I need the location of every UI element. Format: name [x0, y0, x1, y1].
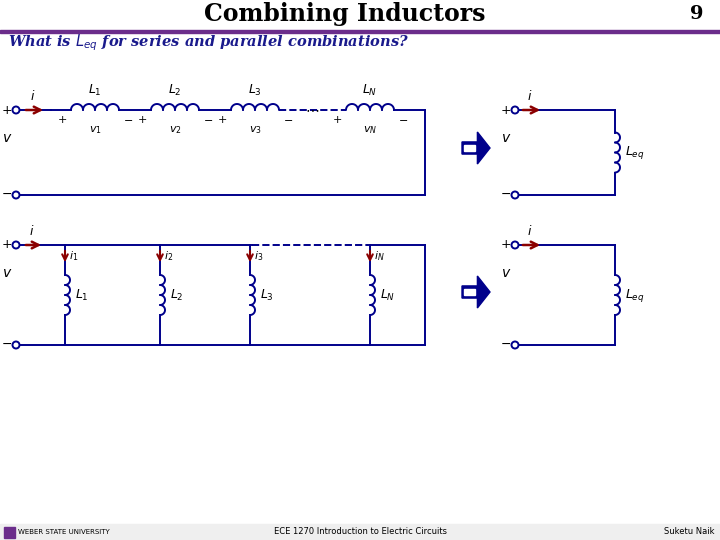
Text: $i_N$: $i_N$ — [374, 249, 384, 264]
Bar — [0, 30, 720, 33]
Text: $L_3$: $L_3$ — [260, 287, 274, 302]
Text: $+$: $+$ — [1, 239, 12, 252]
Text: $-$: $-$ — [1, 186, 12, 199]
Circle shape — [12, 106, 19, 113]
Text: $v_1$: $v_1$ — [89, 124, 102, 136]
Text: Combining Inductors: Combining Inductors — [204, 2, 486, 26]
Text: $-$: $-$ — [500, 336, 511, 349]
Text: $L_N$: $L_N$ — [380, 287, 395, 302]
Text: $+$: $+$ — [500, 104, 511, 117]
Text: $+$: $+$ — [332, 114, 342, 125]
Text: $L_1$: $L_1$ — [75, 287, 89, 302]
Circle shape — [511, 341, 518, 348]
Text: $i$: $i$ — [30, 224, 35, 238]
Text: $+$: $+$ — [137, 114, 147, 125]
Text: $L_3$: $L_3$ — [248, 83, 262, 98]
Text: Suketu Naik: Suketu Naik — [664, 528, 714, 537]
Text: $+$: $+$ — [57, 114, 67, 125]
Text: 9: 9 — [690, 5, 703, 23]
Text: $L_{eq}$: $L_{eq}$ — [625, 287, 644, 303]
Text: WEBER STATE UNIVERSITY: WEBER STATE UNIVERSITY — [18, 529, 109, 535]
Circle shape — [511, 106, 518, 113]
Bar — [464, 289, 475, 295]
Text: $v$: $v$ — [500, 131, 511, 145]
Text: $i$: $i$ — [30, 89, 36, 103]
Text: What is $L_{eq}$ for series and parallel combinations?: What is $L_{eq}$ for series and parallel… — [8, 33, 409, 53]
Text: $L_1$: $L_1$ — [88, 83, 102, 98]
Text: $v_3$: $v_3$ — [248, 124, 261, 136]
Circle shape — [12, 192, 19, 199]
Polygon shape — [462, 132, 490, 164]
Text: $L_2$: $L_2$ — [170, 287, 184, 302]
Text: $v_2$: $v_2$ — [168, 124, 181, 136]
Text: $+$: $+$ — [1, 104, 12, 117]
Text: $i$: $i$ — [527, 89, 533, 103]
Text: $v$: $v$ — [500, 266, 511, 280]
Text: $i_2$: $i_2$ — [164, 249, 174, 264]
Text: $+$: $+$ — [217, 114, 227, 125]
Text: $L_{eq}$: $L_{eq}$ — [625, 144, 644, 161]
Circle shape — [511, 192, 518, 199]
Circle shape — [12, 241, 19, 248]
Bar — [0, 0, 720, 30]
Text: $L_2$: $L_2$ — [168, 83, 181, 98]
Text: $-$: $-$ — [123, 114, 133, 124]
Polygon shape — [462, 276, 490, 308]
Text: $\cdots$: $\cdots$ — [305, 102, 320, 116]
Bar — [0, 524, 720, 540]
Bar — [464, 145, 475, 151]
Circle shape — [511, 241, 518, 248]
Text: $-$: $-$ — [203, 114, 213, 124]
Text: $-$: $-$ — [283, 114, 293, 124]
Circle shape — [12, 341, 19, 348]
Text: $+$: $+$ — [500, 239, 511, 252]
Text: $-$: $-$ — [1, 336, 12, 349]
Bar — [4, 527, 15, 538]
Text: $L_N$: $L_N$ — [362, 83, 377, 98]
Text: $v_N$: $v_N$ — [363, 124, 377, 136]
Text: ECE 1270 Introduction to Electric Circuits: ECE 1270 Introduction to Electric Circui… — [274, 528, 446, 537]
Text: $i_1$: $i_1$ — [69, 249, 78, 264]
Text: $-$: $-$ — [398, 114, 408, 124]
Text: $i$: $i$ — [527, 224, 533, 238]
Text: $-$: $-$ — [500, 186, 511, 199]
Text: $v$: $v$ — [1, 266, 12, 280]
Text: $v$: $v$ — [1, 131, 12, 145]
Text: $i_3$: $i_3$ — [254, 249, 264, 264]
